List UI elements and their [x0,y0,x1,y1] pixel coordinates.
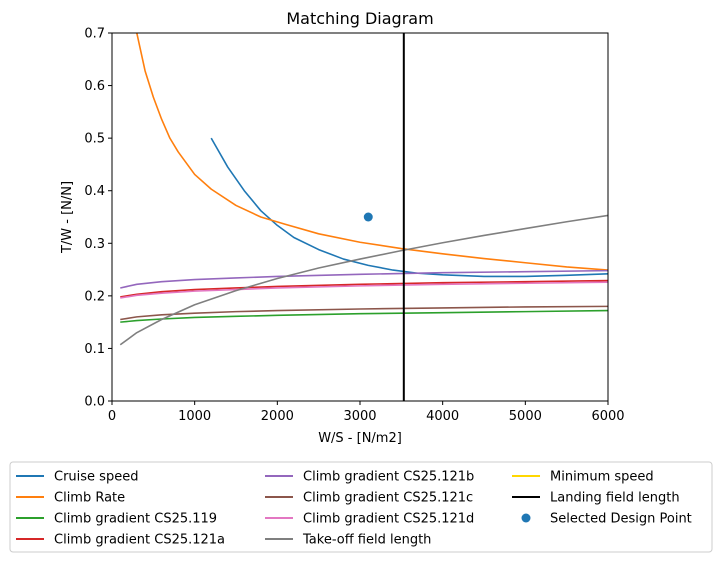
x-tick-label: 2000 [261,409,294,424]
legend-entry-climb-gradient-cs25-119: Climb gradient CS25.119 [16,512,217,527]
series-line-cruise-speed [210,137,608,278]
legend-label: Climb gradient CS25.121d [303,512,474,527]
axis-ticks: 0 1000 2000 3000 4000 5000 6000 0.0 0.1 0.2 0.3 0.4… [84,27,624,425]
legend-entry-climb-gradient-cs25-121a: Climb gradient CS25.121a [16,533,225,548]
legend-entry-climb-gradient-cs25-121c: Climb gradient CS25.121c [265,491,473,506]
series-line-take-off-field-length [119,214,608,346]
legend-entry-climb-gradient-cs25-121b: Climb gradient CS25.121b [265,470,474,485]
y-tick-label: 0.1 [84,342,105,357]
legend-label: Cruise speed [54,470,138,485]
legend-label: Landing field length [550,491,680,506]
series-line-climb-gradient-cs25-121c [120,305,608,321]
series-line-climb-gradient-cs25-121b [120,269,608,289]
y-tick-label: 0.4 [84,184,105,199]
legend-label: Climb gradient CS25.121b [303,470,474,485]
legend-label: Climb gradient CS25.121a [54,533,225,548]
x-tick-label: 4000 [426,409,459,424]
y-tick-label: 0.5 [84,132,105,147]
x-axis-label: W/S - [N/m2] [318,431,402,446]
series-line-climb-gradient-cs25-121a [120,279,608,298]
y-axis-label: T/W - [N/N] [60,181,75,254]
series-layer [119,33,608,401]
series-line-climb-rate [136,33,608,271]
legend-entry-climb-rate: Climb Rate [16,491,125,506]
legend-entry-climb-gradient-cs25-121d: Climb gradient CS25.121d [265,512,474,527]
series-line-climb-gradient-cs25-119 [120,309,608,323]
legend-entry-cruise-speed: Cruise speed [16,470,138,485]
legend-entry-landing-field-length: Landing field length [512,491,680,506]
x-tick-label: 3000 [343,409,376,424]
legend-label: Selected Design Point [550,512,692,527]
x-tick-label: 0 [108,409,116,424]
chart-title: Matching Diagram [286,9,433,28]
legend-label: Climb gradient CS25.121c [303,491,473,506]
x-tick-label: 5000 [509,409,542,424]
y-tick-label: 0.6 [84,79,105,94]
legend-label: Take-off field length [302,533,431,548]
x-tick-label: 1000 [178,409,211,424]
y-tick-label: 0.0 [84,395,105,410]
x-tick-label: 6000 [591,409,624,424]
legend-entry-selected-design-point: Selected Design Point [521,512,692,527]
legend-box [9,461,713,553]
plot-frame [111,32,609,402]
legend-label: Climb gradient CS25.119 [54,512,217,527]
series-line-climb-gradient-cs25-121d [120,281,608,299]
legend-label: Climb Rate [54,491,125,506]
design-point-marker [363,212,373,222]
y-tick-label: 0.7 [84,27,105,42]
legend-entry-minimum-speed: Minimum speed [512,470,654,485]
legend-marker [521,513,531,523]
y-tick-label: 0.2 [84,289,105,304]
legend-entry-take-off-field-length: Take-off field length [265,533,431,548]
legend: Cruise speed Climb Rate Climb gradient CS2… [9,461,713,553]
y-tick-label: 0.3 [84,237,105,252]
legend-label: Minimum speed [550,470,654,485]
